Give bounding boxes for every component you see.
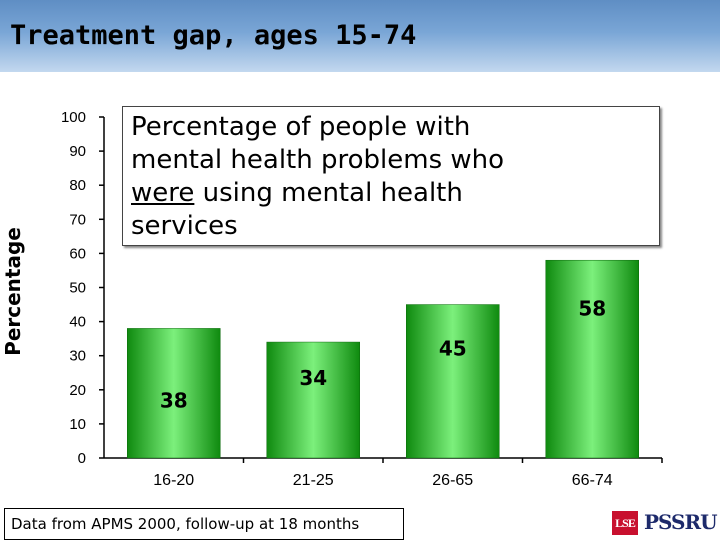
x-tick-label: 21-25 bbox=[293, 472, 334, 489]
pssru-wordmark: PSSRU bbox=[644, 510, 718, 534]
caption-line-4: services bbox=[131, 211, 238, 241]
bar bbox=[545, 259, 639, 459]
title-banner: Treatment gap, ages 15-74 bbox=[0, 0, 720, 72]
slide-title: Treatment gap, ages 15-74 bbox=[10, 20, 417, 51]
bar bbox=[127, 328, 221, 459]
caption-line-3-rest: using mental health bbox=[194, 178, 463, 208]
caption-line-3: were using mental health bbox=[131, 177, 651, 210]
y-tick-label: 20 bbox=[69, 382, 86, 399]
y-tick-label: 80 bbox=[69, 177, 86, 194]
caption-line-1: Percentage of people with bbox=[131, 112, 471, 142]
caption-underlined-word: were bbox=[131, 178, 195, 208]
bar bbox=[406, 304, 500, 459]
x-tick-label: 26-65 bbox=[432, 472, 473, 489]
y-tick-label: 100 bbox=[61, 109, 86, 126]
data-label: 34 bbox=[299, 366, 327, 390]
bar-chart: 0 10 20 30 40 50 60 70 80 90 100 Percentage 16-20 38 2… bbox=[1, 109, 663, 489]
caption-line-2: mental health problems who bbox=[131, 145, 505, 175]
x-tick-label: 16-20 bbox=[153, 472, 194, 489]
y-tick-label: 60 bbox=[69, 245, 86, 262]
chart-caption: Percentage of people with mental health … bbox=[122, 106, 660, 246]
y-tick-label: 90 bbox=[69, 143, 86, 160]
lse-logo-mark: LSE bbox=[612, 511, 638, 535]
y-tick-label: 30 bbox=[69, 348, 86, 365]
data-label: 58 bbox=[578, 297, 606, 321]
bar bbox=[266, 341, 360, 459]
data-label: 38 bbox=[160, 389, 188, 413]
y-tick-label: 40 bbox=[69, 314, 86, 331]
x-tick-label: 66-74 bbox=[572, 472, 613, 489]
source-note: Data from APMS 2000, follow-up at 18 mon… bbox=[4, 508, 404, 540]
data-label: 45 bbox=[439, 337, 467, 361]
pssru-logo: LSE PSSRU bbox=[612, 510, 720, 538]
y-tick-label: 0 bbox=[78, 450, 86, 467]
y-axis-title: Percentage bbox=[1, 227, 25, 356]
y-tick-label: 70 bbox=[69, 211, 86, 228]
y-tick-label: 50 bbox=[69, 280, 86, 297]
y-tick-label: 10 bbox=[69, 416, 86, 433]
